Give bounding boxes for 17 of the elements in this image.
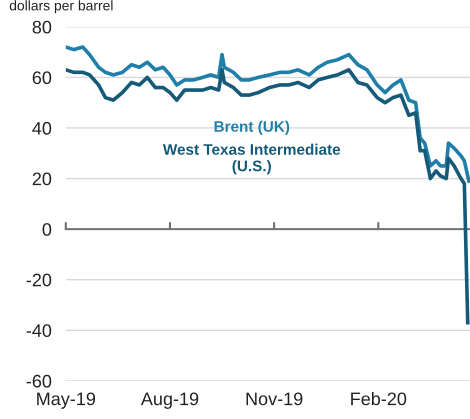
x-tick-label: Feb-20 — [351, 392, 406, 406]
x-tick-label: May-19 — [37, 392, 96, 409]
y-tick-label: -40 — [26, 324, 52, 338]
line-series — [66, 68, 470, 325]
text: Brent (UK) — [214, 120, 290, 135]
x-tick-label: Aug-19 — [140, 392, 198, 409]
y-tick-label: 20 — [32, 172, 52, 186]
y-axis-title: dollars per barrel — [10, 0, 112, 14]
line-series — [66, 45, 470, 183]
y-tick-label: -20 — [26, 274, 52, 286]
y-tick-label: 40 — [32, 122, 52, 135]
y-tick-label: 0 — [42, 223, 52, 236]
y-tick-label: 60 — [32, 71, 52, 84]
text: West Texas Intermediate (U.S.) — [162, 144, 340, 174]
y-tick-label: -60 — [26, 374, 52, 388]
x-tick-label: Nov-19 — [246, 392, 302, 406]
y-tick-label: 80 — [32, 20, 52, 34]
